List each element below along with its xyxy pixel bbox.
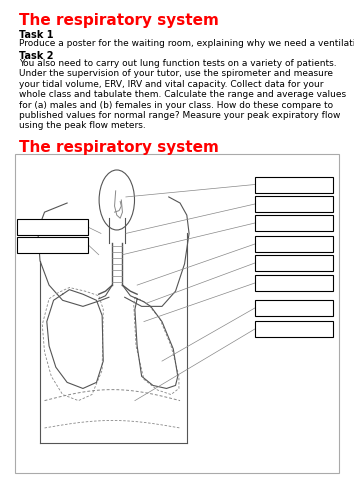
Bar <box>255 255 333 271</box>
Text: Task 1: Task 1 <box>19 30 54 40</box>
Text: Under the supervision of your tutor, use the spirometer and measure your tidal v: Under the supervision of your tutor, use… <box>19 70 347 130</box>
Bar <box>255 321 333 337</box>
Text: You also need to carry out lung function tests on a variety of patients.: You also need to carry out lung function… <box>19 60 337 68</box>
Polygon shape <box>135 299 178 388</box>
Bar <box>255 236 333 252</box>
Bar <box>255 215 333 231</box>
Polygon shape <box>47 290 103 388</box>
Bar <box>255 275 333 291</box>
Bar <box>15 154 339 472</box>
Text: Task 2: Task 2 <box>19 51 54 61</box>
Bar <box>255 300 333 316</box>
Bar <box>17 236 88 252</box>
Text: The respiratory system: The respiratory system <box>19 12 219 28</box>
Bar <box>255 176 333 192</box>
Bar <box>255 196 333 212</box>
Bar <box>17 219 88 235</box>
Ellipse shape <box>99 170 135 230</box>
Text: The respiratory system: The respiratory system <box>19 140 219 155</box>
Text: Produce a poster for the waiting room, explaining why we need a ventilation syst: Produce a poster for the waiting room, e… <box>19 38 354 48</box>
